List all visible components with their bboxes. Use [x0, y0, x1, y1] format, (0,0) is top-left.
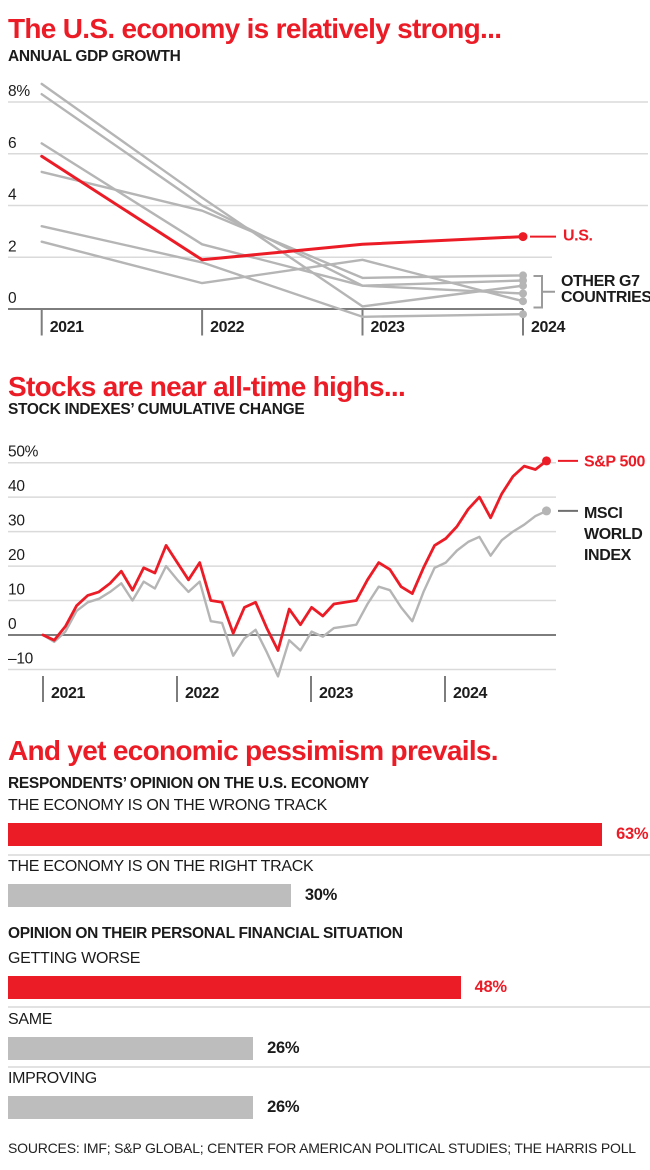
- x-tick-label: 2023: [319, 685, 353, 702]
- series-line: [40, 82, 525, 308]
- bar-label-right-track: THE ECONOMY IS ON THE RIGHT TRACK: [8, 858, 314, 876]
- bar-value-wrong-track: 63%: [616, 825, 649, 843]
- y-tick-label: 6: [8, 135, 16, 152]
- bar-wrong-track: [8, 823, 603, 846]
- y-tick-label: 4: [8, 187, 17, 204]
- poll-section-title: And yet economic pessimism prevails.: [8, 735, 499, 766]
- series-line: [40, 170, 525, 280]
- divider: [8, 854, 650, 856]
- bar-value-right-track: 30%: [304, 886, 338, 904]
- x-tick-label: 2024: [453, 685, 487, 702]
- x-tick-label: 2021: [51, 685, 85, 702]
- us-series-label: U.S.: [563, 228, 593, 245]
- series-line: [40, 154, 525, 262]
- gdp-chart-subtitle: ANNUAL GDP GROWTH: [8, 47, 181, 65]
- y-tick-label: 8%: [8, 83, 30, 100]
- y-tick-label: 2: [8, 238, 16, 255]
- divider: [8, 1006, 650, 1008]
- series-line: [40, 93, 525, 295]
- gdp-section-title: The U.S. economy is relatively strong...: [8, 13, 502, 44]
- series-end-dot: [519, 310, 527, 319]
- bar-label-improving: IMPROVING: [8, 1070, 97, 1088]
- x-tick-label: 2023: [371, 319, 405, 336]
- bar-same: [8, 1037, 254, 1060]
- stocks-chart-subtitle: STOCK INDEXES’ CUMULATIVE CHANGE: [8, 400, 305, 418]
- series-end-dot: [519, 289, 527, 298]
- bar-right-track: [8, 884, 291, 907]
- gdp-line-chart: 8% 6 4 2 0 2021 2022 2023 2024 U.S. OTHER G7 COU…: [8, 82, 650, 336]
- y-tick-label: 30: [8, 513, 25, 530]
- sp500-series-label: S&P 500: [584, 454, 645, 471]
- series-line: [41, 459, 548, 652]
- msci-label-line2: WORLD: [584, 526, 642, 543]
- series-end-dot: [542, 506, 551, 516]
- bar-label-same: SAME: [8, 1011, 53, 1029]
- stocks-plot-layer: 50% 40 30 20 10 0 –10 2021 2022 2023 2024: [8, 444, 556, 702]
- series-line: [40, 240, 525, 303]
- y-tick-label: 20: [8, 547, 25, 564]
- sources-line: SOURCES: IMF; S&P GLOBAL; CENTER FOR AME…: [8, 1139, 636, 1156]
- bar-value-same: 26%: [267, 1039, 300, 1057]
- y-tick-label: 0: [8, 616, 17, 633]
- bar-value-getting-worse: 48%: [474, 978, 507, 996]
- g7-bracket: [533, 275, 555, 309]
- y-tick-label: 0: [8, 290, 17, 307]
- bar-value-improving: 26%: [267, 1098, 300, 1116]
- y-tick-label: 10: [8, 582, 25, 599]
- gdp-plot-layer: 8% 6 4 2 0 2021 2022 2023 2024: [8, 82, 648, 336]
- series-line: [41, 509, 548, 678]
- x-tick-label: 2021: [50, 319, 84, 336]
- stocks-section-title: Stocks are near all-time highs...: [8, 371, 406, 402]
- series-end-dot: [519, 297, 527, 306]
- y-tick-label: 40: [8, 478, 25, 495]
- msci-label-line3: INDEX: [584, 547, 632, 564]
- bar-label-wrong-track: THE ECONOMY IS ON THE WRONG TRACK: [8, 797, 328, 815]
- series-line: [40, 142, 525, 287]
- poll-group2-heading: OPINION ON THEIR PERSONAL FINANCIAL SITU…: [8, 924, 403, 942]
- series-end-dot: [519, 271, 527, 280]
- series-end-dot: [542, 456, 551, 466]
- x-tick-label: 2024: [531, 319, 565, 336]
- bar-label-getting-worse: GETTING WORSE: [8, 950, 141, 968]
- poll-group1-heading: RESPONDENTS’ OPINION ON THE U.S. ECONOMY: [8, 774, 369, 792]
- x-tick-label: 2022: [210, 319, 244, 336]
- msci-label-line1: MSCI: [584, 505, 622, 522]
- bar-getting-worse: [8, 976, 461, 999]
- y-tick-label: –10: [8, 651, 34, 668]
- g7-label-line1: OTHER G7: [561, 273, 640, 290]
- divider: [8, 1066, 650, 1068]
- series-end-dot: [518, 232, 528, 242]
- series-line: [40, 224, 525, 319]
- x-tick-label: 2022: [185, 685, 219, 702]
- g7-label-line2: COUNTRIES: [561, 289, 650, 306]
- bar-improving: [8, 1096, 254, 1119]
- y-tick-label: 50%: [8, 444, 39, 461]
